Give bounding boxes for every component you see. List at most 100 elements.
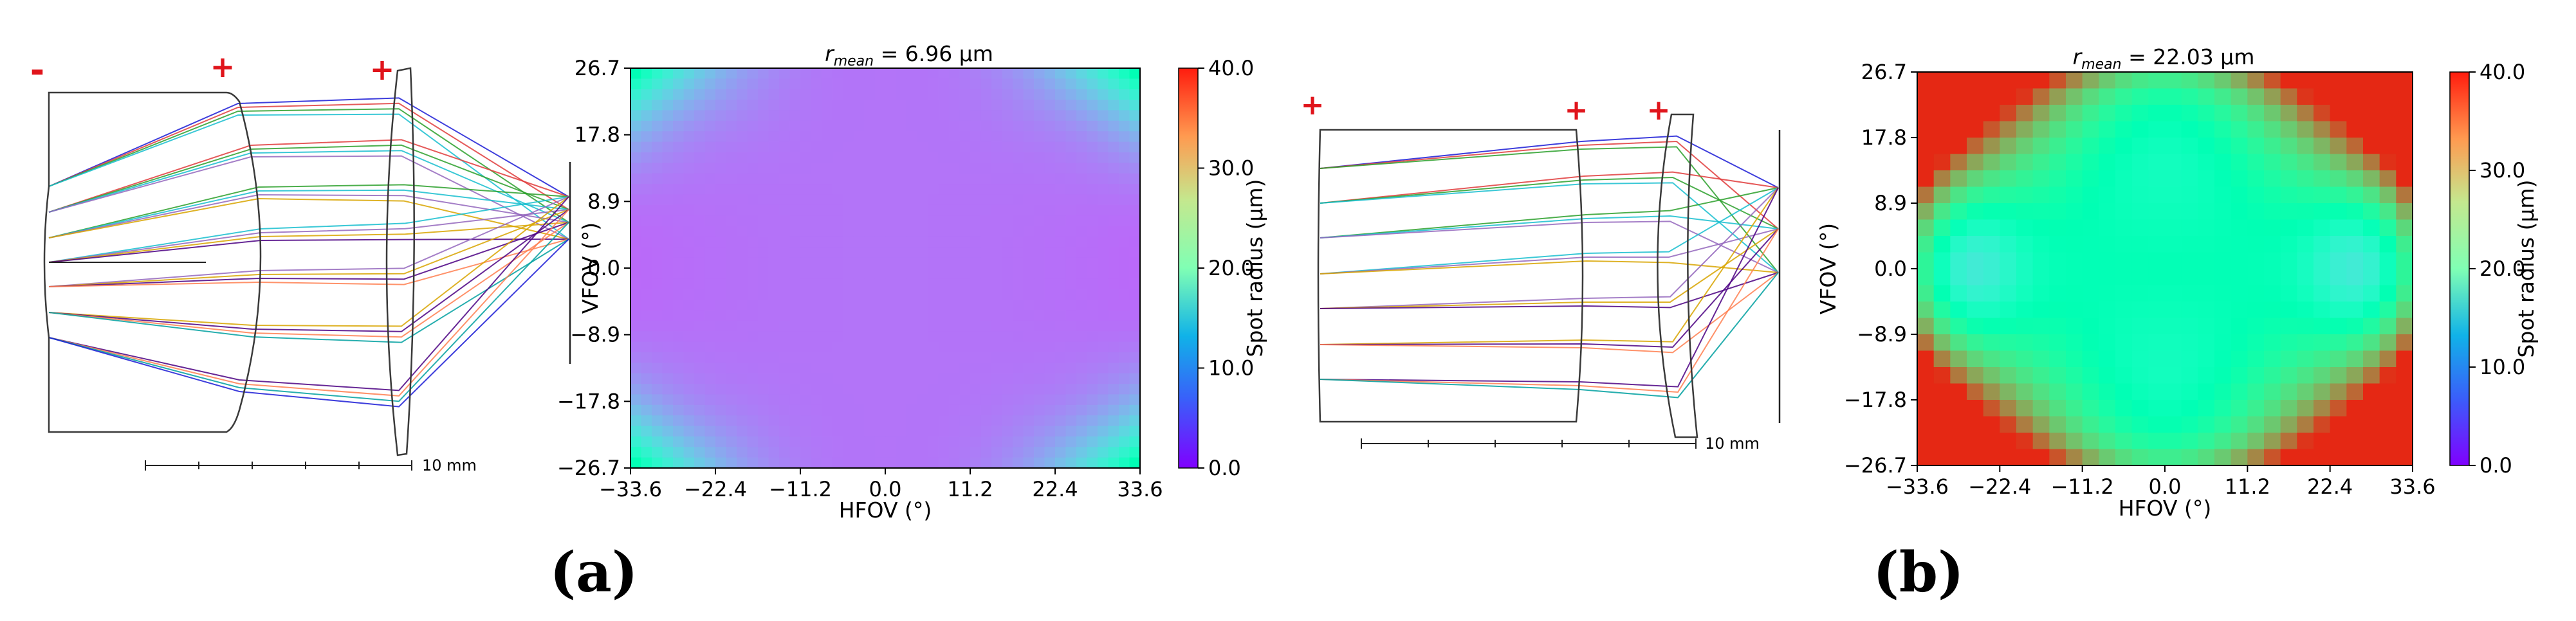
heatmap-cell [906, 404, 918, 416]
heatmap-cell [991, 78, 1003, 90]
heatmap-cell [991, 447, 1003, 458]
heatmap-cell [938, 204, 950, 216]
heatmap-cell [2346, 154, 2364, 171]
heatmap-cell [1055, 184, 1067, 195]
heatmap-cell [832, 131, 843, 143]
heatmap-cell [789, 457, 801, 469]
heatmap-cell [662, 247, 674, 258]
heatmap-cell [1055, 384, 1067, 395]
ray-path [48, 108, 569, 223]
heatmap-cell [2379, 170, 2397, 188]
heatmap-cell [2016, 367, 2034, 384]
heatmap-cell [800, 384, 812, 395]
heatmap-cell [683, 215, 695, 227]
heatmap-cell [843, 163, 854, 174]
heatmap-cell [1119, 268, 1130, 279]
heatmap-cell [2148, 138, 2166, 155]
heatmap-cell [1108, 236, 1119, 248]
heatmap-cell [2396, 433, 2413, 450]
heatmap-cell [822, 426, 833, 437]
ray-path [1320, 272, 1779, 354]
heatmap-cell [1076, 404, 1088, 416]
heatmap-cell [652, 110, 663, 122]
heatmap-cell [2231, 170, 2248, 188]
ray-path [48, 184, 569, 239]
x-tick-label: 11.2 [2225, 474, 2270, 499]
heatmap-cell [1087, 173, 1098, 184]
spot-map-a: rmean = 6.96 µm −33.6 −22.4 −11.2 0.0 11.2 22… [557, 41, 1267, 523]
heatmap-cell [683, 163, 695, 174]
heatmap-cell [822, 141, 833, 153]
heatmap-cell [1119, 426, 1130, 437]
heatmap-cell [832, 163, 843, 174]
heatmap-cell [2000, 138, 2017, 155]
heatmap-cell [2165, 203, 2182, 221]
heatmap-cell [779, 204, 791, 216]
heatmap-cell [896, 141, 907, 153]
heatmap-cell [2346, 383, 2364, 401]
heatmap-cell [2115, 367, 2133, 384]
heatmap-cell [864, 226, 876, 237]
heatmap-cell [1023, 100, 1035, 111]
heatmap-cell [874, 226, 886, 237]
heatmap-cell [822, 436, 833, 447]
heatmap-cell [1055, 394, 1067, 406]
heatmap-cell [704, 278, 716, 290]
heatmap-cell [662, 331, 674, 343]
heatmap-cell [1013, 373, 1024, 384]
heatmap-cell [959, 415, 971, 427]
heatmap-cell [1983, 334, 2000, 352]
heatmap-cell [843, 436, 854, 447]
heatmap-cell [959, 204, 971, 216]
heatmap-cell [2198, 302, 2215, 319]
heatmap-cell [768, 78, 780, 90]
ray-path [48, 222, 569, 402]
heatmap-cell [2181, 334, 2198, 352]
heatmap-cell [2231, 383, 2248, 401]
heatmap-cell [1023, 289, 1035, 300]
heatmap-cell [2280, 154, 2297, 171]
heatmap-cell [2363, 350, 2380, 368]
heatmap-cell [874, 289, 886, 300]
heatmap-cell [980, 268, 992, 279]
heatmap-cell [683, 278, 695, 290]
heatmap-cell [2066, 170, 2083, 188]
heatmap-cell [1087, 415, 1098, 427]
heatmap-cell [789, 141, 801, 153]
heatmap-cell [2066, 269, 2083, 286]
heatmap-cell [789, 404, 801, 416]
heatmap-cell [1076, 247, 1088, 258]
heatmap-cell [747, 204, 759, 216]
colorbar-ticks-a: 40.030.020.010.00.0 [1198, 56, 1254, 480]
heatmap-cell [2000, 302, 2017, 319]
colorbar-tick-label: 30.0 [1208, 156, 1254, 181]
heatmap-cell [2247, 400, 2265, 417]
heatmap-cell [2330, 367, 2347, 384]
heatmap-cell [2247, 285, 2265, 302]
heatmap-cell [2049, 400, 2066, 417]
heatmap-cell [1119, 247, 1130, 258]
x-tick-label: 0.0 [869, 477, 902, 501]
heatmap-cell [1917, 186, 1935, 204]
heatmap-cell [949, 426, 961, 437]
heatmap-cell [2231, 400, 2248, 417]
heatmap-cell [874, 320, 886, 332]
heatmap-cell [959, 352, 971, 363]
chart-title-b: rmean = 22.03 µm [2073, 44, 2255, 73]
heatmap-cell [673, 78, 685, 90]
heatmap-cell [662, 100, 674, 111]
heatmap-cell [2363, 433, 2380, 450]
heatmap-cell [641, 204, 652, 216]
heatmap-cell [2264, 334, 2281, 352]
heatmap-cell [938, 300, 950, 311]
heatmap-cell [864, 110, 876, 122]
heatmap-cell [1950, 72, 1967, 89]
heatmap-cell [2264, 252, 2281, 269]
heatmap-cell [822, 257, 833, 269]
heatmap-cell [789, 289, 801, 300]
heatmap-cell [2264, 88, 2281, 105]
heatmap-cell [768, 204, 780, 216]
heatmap-cell [2181, 367, 2198, 384]
heatmap-cell [959, 320, 971, 332]
heatmap-cell [2280, 367, 2297, 384]
